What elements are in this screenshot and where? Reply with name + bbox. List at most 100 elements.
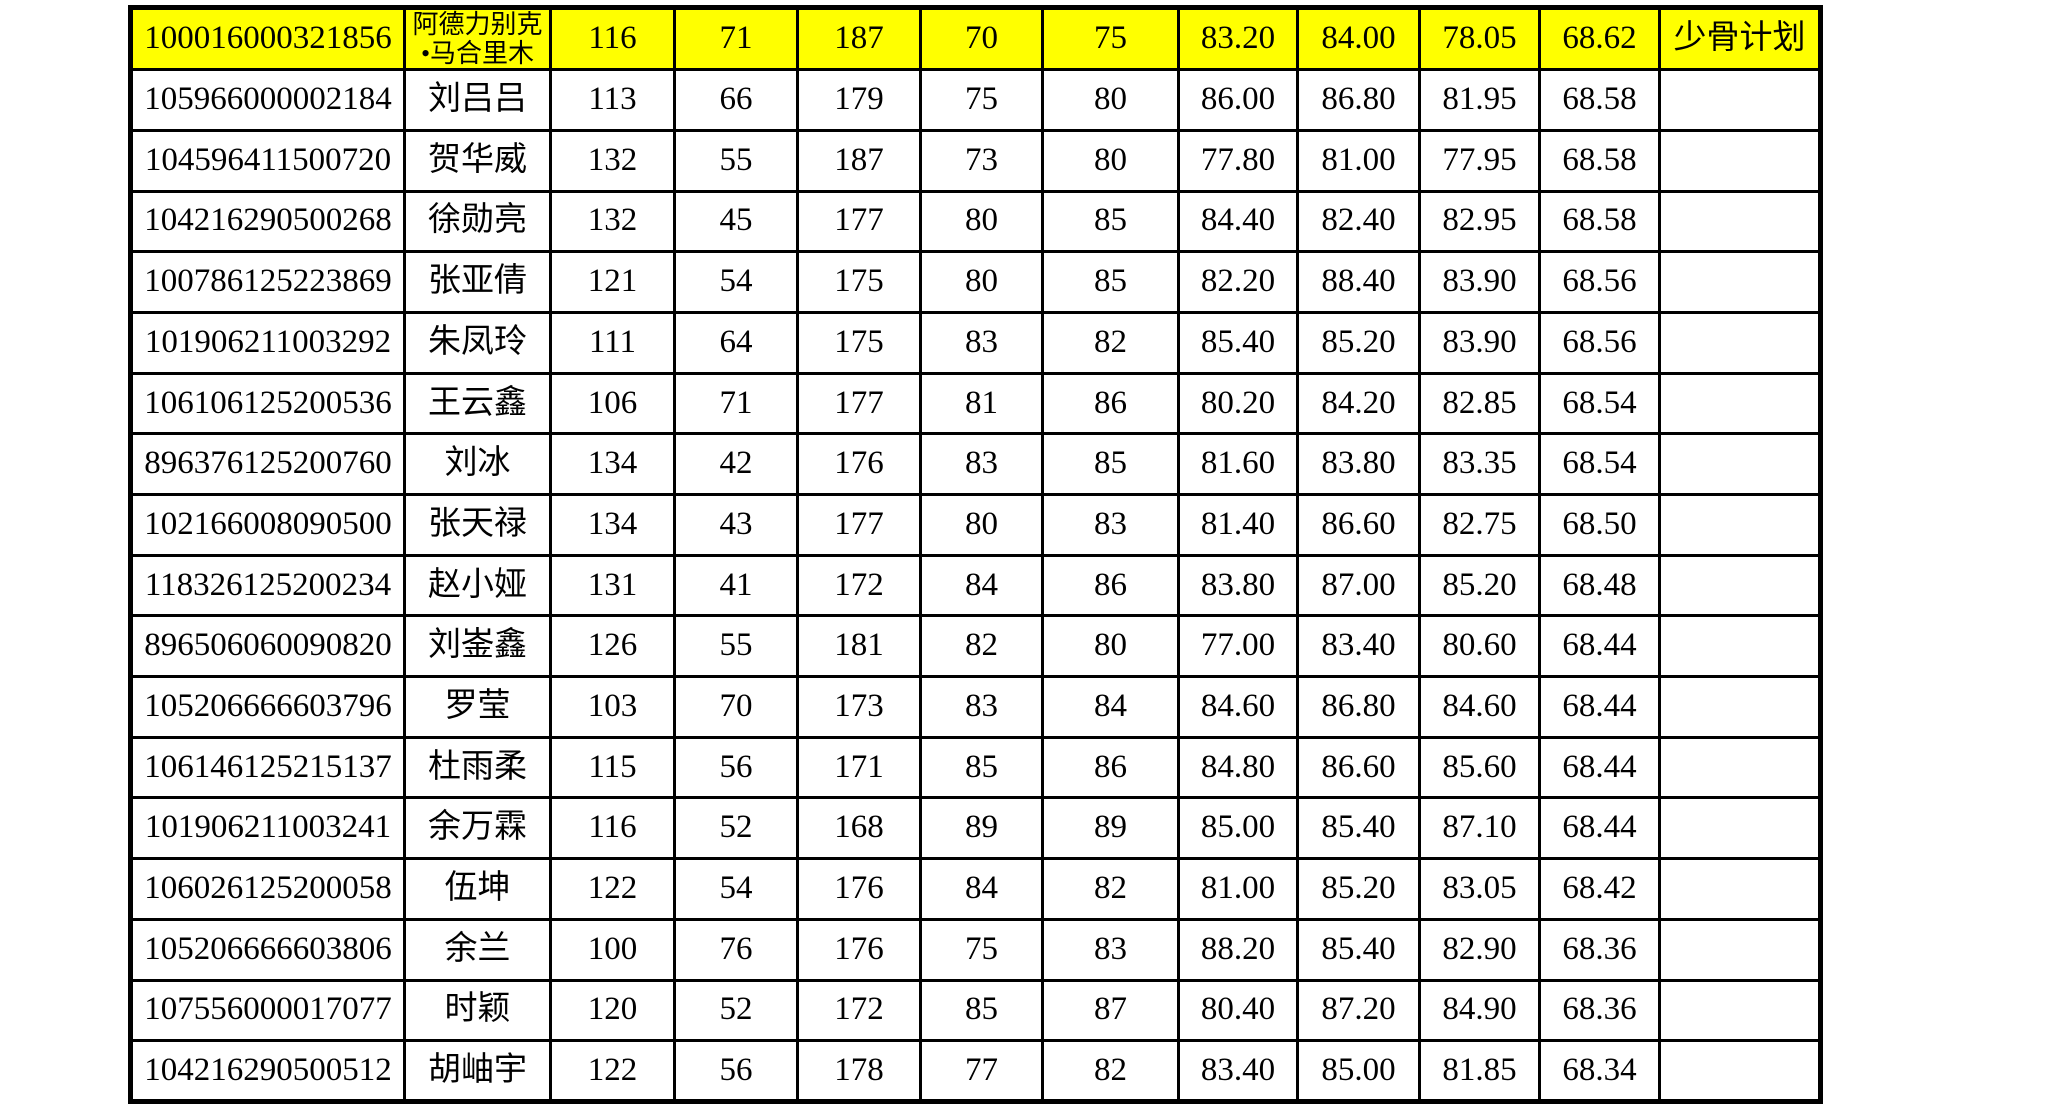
score1-cell: 115	[549, 735, 676, 800]
table-row: 104216290500268 徐勋亮 132 45 177 80 85 84.…	[129, 189, 1822, 254]
table-row: 106106125200536 王云鑫 106 71 177 81 86 80.…	[129, 371, 1822, 436]
table-row: 896376125200760 刘冰 134 42 176 83 85 81.6…	[129, 432, 1822, 497]
score2-cell: 56	[673, 735, 799, 800]
exam-id-cell: 118326125200234	[129, 553, 406, 618]
score1-cell: 113	[549, 68, 676, 132]
avg1-cell: 80.20	[1177, 371, 1299, 436]
avg1-cell: 84.80	[1177, 735, 1299, 800]
total-cell: 68.62	[1538, 5, 1661, 72]
plan-note-cell: 少骨计划	[1658, 5, 1822, 72]
total-cell: 68.34	[1538, 1039, 1661, 1103]
total-cell: 68.48	[1538, 553, 1661, 618]
table-row: 100786125223869 张亚倩 121 54 175 80 85 82.…	[129, 250, 1822, 314]
exam-id-cell: 105966000002184	[129, 68, 406, 132]
exam-id-cell: 106146125215137	[129, 735, 406, 800]
table-row: 104216290500512 胡岫宇 122 56 178 77 82 83.…	[129, 1039, 1822, 1103]
avg2-cell: 85.40	[1296, 796, 1421, 861]
score2-cell: 55	[673, 128, 799, 193]
table-row: 101906211003241 余万霖 116 52 168 89 89 85.…	[129, 796, 1822, 861]
name-cell: 刘崟鑫	[403, 614, 552, 679]
avg3-cell: 84.90	[1418, 978, 1541, 1043]
score3-cell: 177	[796, 371, 922, 436]
name-cell: 刘吕吕	[403, 68, 552, 132]
avg3-cell: 85.20	[1418, 553, 1541, 618]
score4-cell: 81	[919, 371, 1044, 436]
name-cell: 余兰	[403, 917, 552, 982]
total-cell: 68.58	[1538, 68, 1661, 132]
avg3-cell: 81.95	[1418, 68, 1541, 132]
score5-cell: 75	[1041, 5, 1180, 72]
avg1-cell: 85.00	[1177, 796, 1299, 861]
table-body: 100016000321856 阿德力别克•马合里木 116 71 187 70…	[129, 5, 1822, 1103]
avg1-cell: 81.40	[1177, 493, 1299, 557]
score1-cell: 121	[549, 250, 676, 314]
table-row: 105966000002184 刘吕吕 113 66 179 75 80 86.…	[129, 68, 1822, 132]
score2-cell: 55	[673, 614, 799, 679]
score2-cell: 52	[673, 978, 799, 1043]
plan-note-cell	[1658, 250, 1822, 314]
total-cell: 68.58	[1538, 128, 1661, 193]
avg3-cell: 82.90	[1418, 917, 1541, 982]
score3-cell: 178	[796, 1039, 922, 1103]
score1-cell: 131	[549, 553, 676, 618]
score3-cell: 177	[796, 493, 922, 557]
avg1-cell: 85.40	[1177, 310, 1299, 375]
score4-cell: 85	[919, 735, 1044, 800]
avg2-cell: 85.20	[1296, 310, 1421, 375]
score1-cell: 126	[549, 614, 676, 679]
score4-cell: 83	[919, 432, 1044, 497]
avg3-cell: 85.60	[1418, 735, 1541, 800]
table-row: 102166008090500 张天禄 134 43 177 80 83 81.…	[129, 493, 1822, 557]
table-row: 896506060090820 刘崟鑫 126 55 181 82 80 77.…	[129, 614, 1822, 679]
table-row: 118326125200234 赵小娅 131 41 172 84 86 83.…	[129, 553, 1822, 618]
avg3-cell: 87.10	[1418, 796, 1541, 861]
plan-note-cell	[1658, 978, 1822, 1043]
plan-note-cell	[1658, 310, 1822, 375]
exam-id-cell: 101906211003241	[129, 796, 406, 861]
score2-cell: 56	[673, 1039, 799, 1103]
score1-cell: 116	[549, 796, 676, 861]
plan-note-cell	[1658, 189, 1822, 254]
exam-id-cell: 896376125200760	[129, 432, 406, 497]
score5-cell: 86	[1041, 371, 1180, 436]
exam-id-cell: 104216290500268	[129, 189, 406, 254]
exam-id-cell: 100786125223869	[129, 250, 406, 314]
score4-cell: 82	[919, 614, 1044, 679]
score4-cell: 75	[919, 917, 1044, 982]
table-row: 101906211003292 朱凤玲 111 64 175 83 82 85.…	[129, 310, 1822, 375]
avg3-cell: 83.35	[1418, 432, 1541, 497]
score4-cell: 75	[919, 68, 1044, 132]
name-cell: 罗莹	[403, 675, 552, 739]
score3-cell: 187	[796, 128, 922, 193]
name-cell: 徐勋亮	[403, 189, 552, 254]
score1-cell: 116	[549, 5, 676, 72]
exam-id-cell: 106106125200536	[129, 371, 406, 436]
score2-cell: 64	[673, 310, 799, 375]
name-cell: 张亚倩	[403, 250, 552, 314]
score5-cell: 84	[1041, 675, 1180, 739]
score4-cell: 70	[919, 5, 1044, 72]
avg2-cell: 88.40	[1296, 250, 1421, 314]
score5-cell: 87	[1041, 978, 1180, 1043]
total-cell: 68.44	[1538, 735, 1661, 800]
exam-id-cell: 105206666603806	[129, 917, 406, 982]
score2-cell: 76	[673, 917, 799, 982]
score3-cell: 176	[796, 432, 922, 497]
avg2-cell: 86.80	[1296, 675, 1421, 739]
score4-cell: 77	[919, 1039, 1044, 1103]
avg2-cell: 84.00	[1296, 5, 1421, 72]
exam-id-cell: 101906211003292	[129, 310, 406, 375]
name-cell: 王云鑫	[403, 371, 552, 436]
score5-cell: 85	[1041, 432, 1180, 497]
score1-cell: 132	[549, 128, 676, 193]
score5-cell: 80	[1041, 128, 1180, 193]
name-cell: 朱凤玲	[403, 310, 552, 375]
plan-note-cell	[1658, 553, 1822, 618]
score4-cell: 83	[919, 310, 1044, 375]
plan-note-cell	[1658, 371, 1822, 436]
score2-cell: 71	[673, 371, 799, 436]
score2-cell: 66	[673, 68, 799, 132]
exam-id-cell: 102166008090500	[129, 493, 406, 557]
score3-cell: 181	[796, 614, 922, 679]
name-cell: 伍坤	[403, 857, 552, 921]
